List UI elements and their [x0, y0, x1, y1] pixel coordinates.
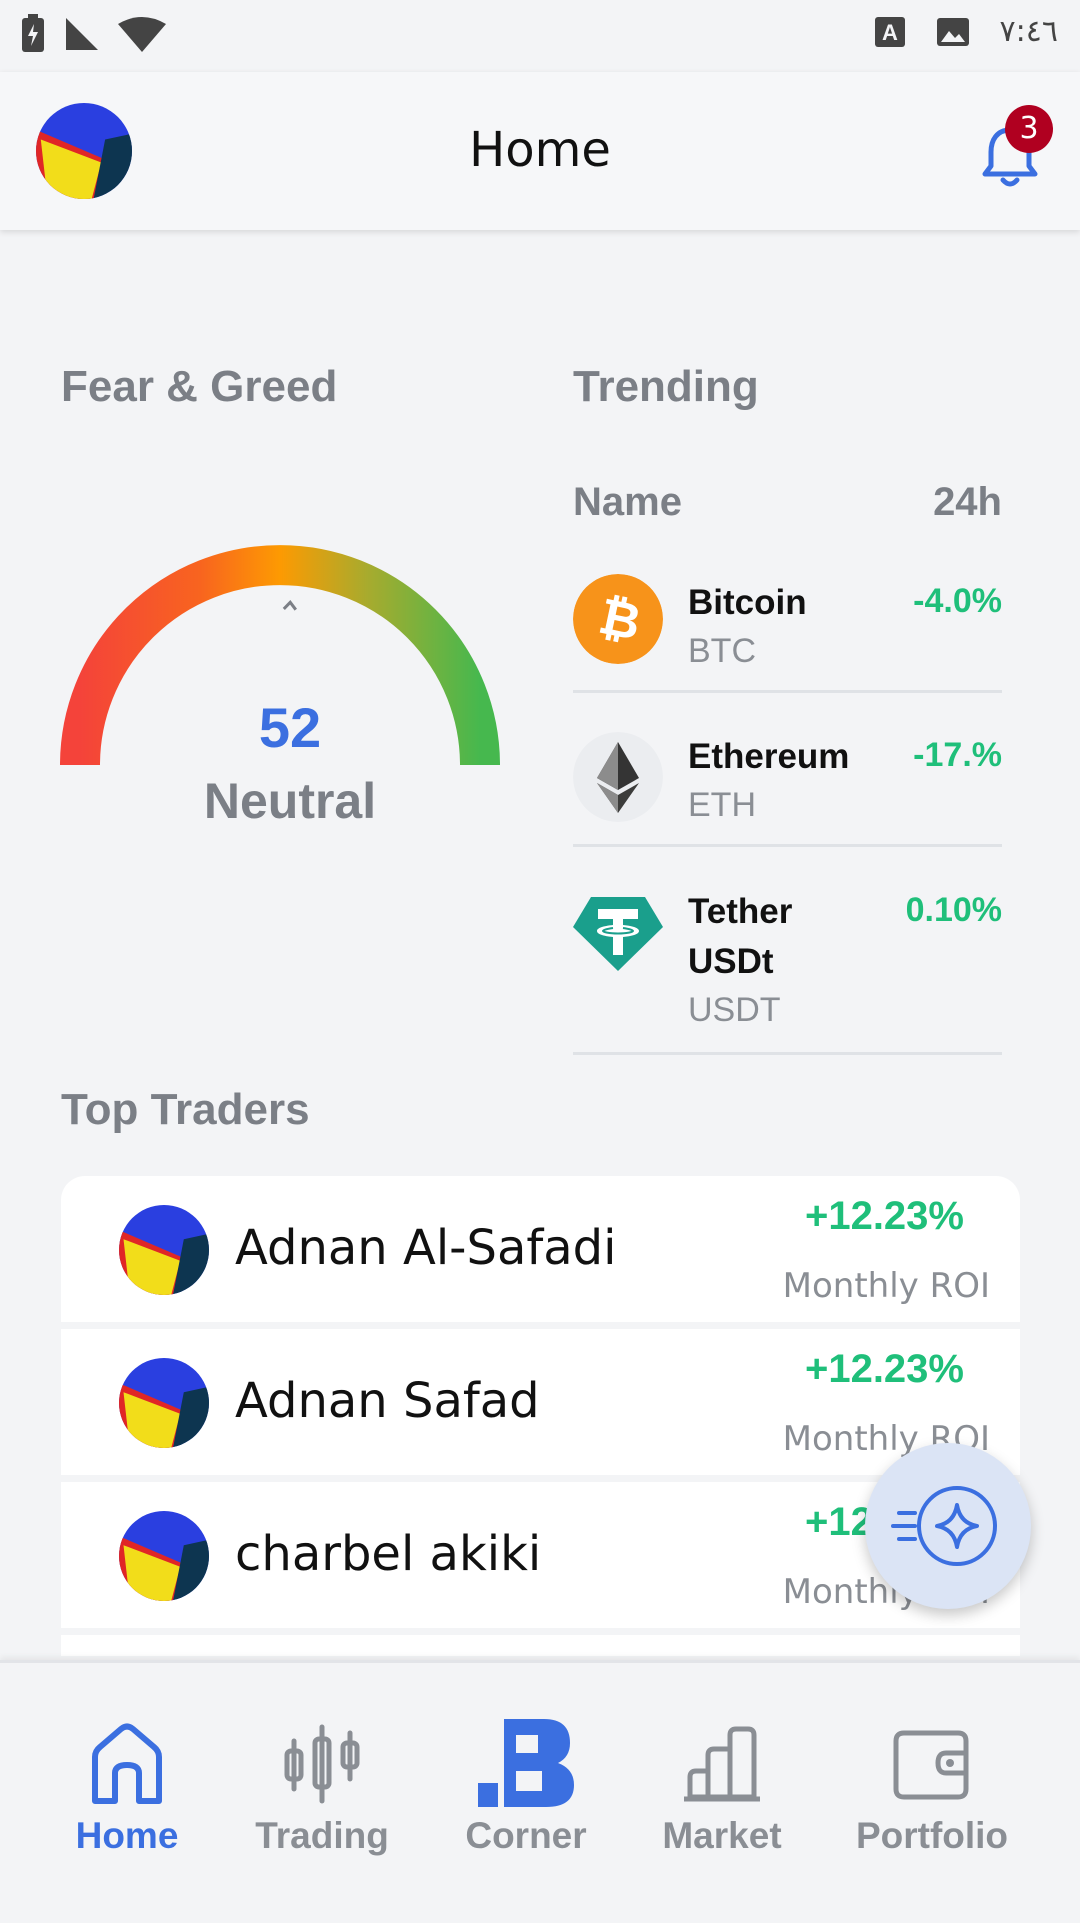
ethereum-icon: [573, 732, 663, 822]
wallet-icon: [893, 1730, 969, 1800]
trader-avatar: [119, 1511, 209, 1601]
wifi-icon: [118, 17, 166, 52]
trending-row-ethereum[interactable]: Ethereum ETH -17.%: [573, 692, 1002, 847]
status-bar: A ٧:٤٦: [0, 0, 1080, 72]
svg-text:A: A: [882, 20, 898, 45]
coin-change: -17.%: [913, 736, 1002, 774]
top-traders-title: Top Traders: [61, 1085, 310, 1134]
cellular-signal-icon: [66, 18, 98, 50]
trader-name: Adnan Al-Safadi: [235, 1220, 617, 1276]
gauge-sentiment-label: Neutral: [203, 773, 377, 829]
coin-name: Bitcoin: [688, 583, 807, 622]
status-time: ٧:٤٦: [999, 14, 1058, 49]
trader-roi: +12.23%: [804, 1194, 964, 1238]
nav-label: Trading: [255, 1815, 389, 1856]
bottom-navigation: Home Trading Corner M: [0, 1660, 1080, 1923]
trader-avatar: [119, 1205, 209, 1295]
trader-row[interactable]: Adnan Safad +12.23% Monthly ROI: [61, 1329, 1020, 1475]
nav-label: Home: [75, 1815, 179, 1856]
trending-col-name: Name: [573, 480, 682, 524]
fear-greed-gauge: 0 50 100: [60, 545, 500, 782]
trader-name: charbel akiki: [235, 1526, 542, 1582]
trader-roi: +12.23%: [804, 1347, 964, 1391]
trending-col-24h: 24h: [933, 480, 1002, 524]
app-header: Home: [0, 72, 1080, 230]
tether-icon: [573, 897, 663, 971]
image-icon: [936, 17, 969, 46]
coin-symbol: ETH: [688, 786, 756, 824]
trending-row-tether[interactable]: Tether USDt USDT 0.10%: [573, 847, 1002, 1055]
trader-roi-label: Monthly ROI: [782, 1266, 990, 1306]
trending-title: Trending: [573, 362, 759, 411]
gauge-arc: [60, 545, 500, 766]
trending-row-bitcoin[interactable]: ₿ Bitcoin BTC -4.0%: [573, 570, 1002, 693]
coin-name: Ethereum: [688, 737, 850, 776]
nav-market[interactable]: Market: [622, 1663, 822, 1923]
bitcoin-icon: ₿: [573, 574, 663, 664]
avatar-image: [36, 103, 132, 199]
coin-symbol: USDT: [688, 991, 781, 1029]
trader-name: Adnan Safad: [235, 1373, 540, 1429]
gauge-needle: [282, 600, 297, 611]
trader-avatar: [119, 1358, 209, 1448]
sparkle-speed-icon: [891, 1486, 997, 1566]
page-title: Home: [469, 122, 611, 178]
nav-corner[interactable]: Corner: [426, 1663, 626, 1923]
nav-label: Corner: [465, 1815, 587, 1856]
nav-home[interactable]: Home: [27, 1663, 227, 1923]
nav-label: Portfolio: [855, 1815, 1009, 1856]
gauge-scale-max: 100: [397, 746, 447, 779]
corner-logo-icon: [478, 1719, 574, 1807]
coin-change: -4.0%: [913, 582, 1002, 620]
ai-assistant-fab[interactable]: [865, 1443, 1031, 1609]
coin-change: 0.10%: [905, 891, 1002, 929]
coin-name: Tether USDt: [688, 892, 793, 981]
nav-trading[interactable]: Trading: [222, 1663, 422, 1923]
notification-badge: 3: [1005, 105, 1053, 153]
battery-charging-icon: [22, 14, 44, 52]
bar-chart-icon: [684, 1726, 760, 1802]
gauge-scale-mid: 50: [268, 611, 301, 644]
candlestick-icon: [284, 1724, 360, 1804]
fear-greed-title: Fear & Greed: [61, 362, 338, 411]
trader-row[interactable]: Adnan Al-Safadi +12.23% Monthly ROI: [61, 1176, 1020, 1322]
gauge-value: 52: [258, 696, 322, 759]
home-icon: [92, 1723, 162, 1804]
trader-row-partial[interactable]: [61, 1635, 1020, 1656]
gauge-scale-min: 0: [154, 749, 171, 782]
keyboard-a-icon: A: [874, 16, 905, 47]
coin-symbol: BTC: [688, 632, 756, 670]
nav-label: Market: [662, 1815, 782, 1856]
profile-avatar[interactable]: [36, 103, 132, 199]
nav-portfolio[interactable]: Portfolio: [832, 1663, 1032, 1923]
